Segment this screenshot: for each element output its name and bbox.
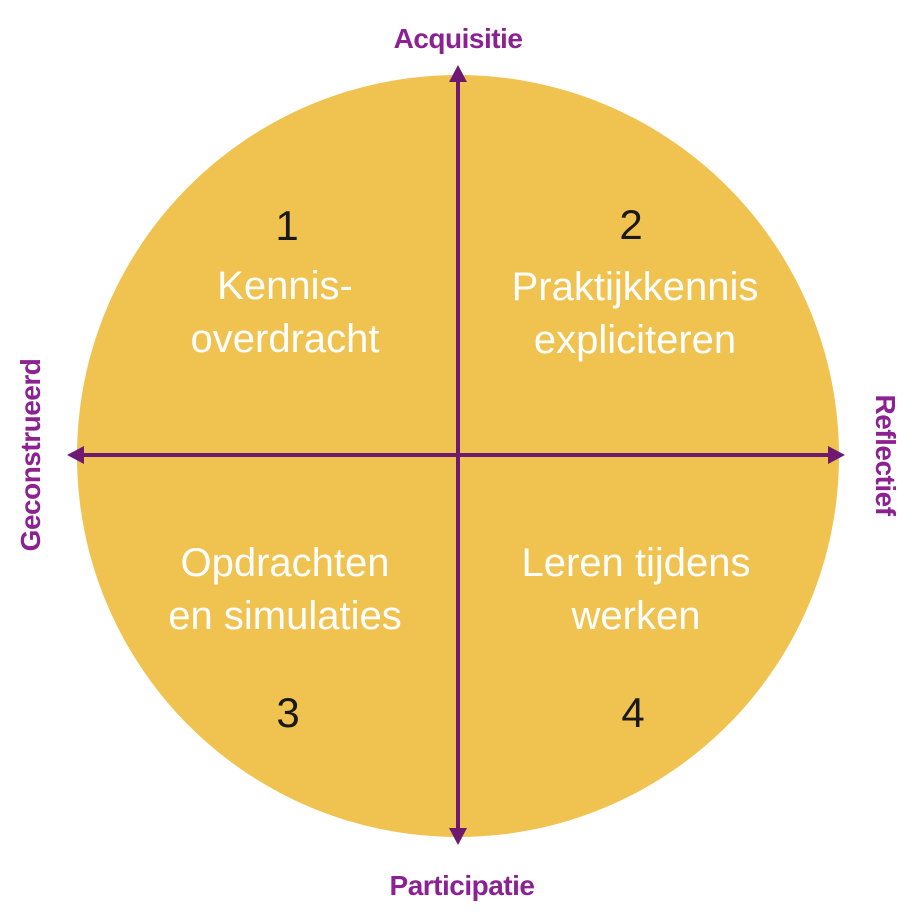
quadrant-2-title-line-2: expliciteren (533, 318, 737, 362)
axis-label-right: Reflectief (870, 394, 901, 516)
axis-label-bottom: Participatie (389, 870, 535, 901)
quadrant-2-number: 2 (619, 201, 643, 248)
arrow-up-icon (449, 65, 467, 82)
quadrant-3-title-line-2: en simulaties (168, 594, 402, 638)
quadrant-1-title: Kennis- overdracht (191, 260, 380, 366)
quadrant-4-title-line-1: Leren tijdens (521, 541, 751, 585)
arrow-right-icon (828, 446, 845, 464)
quadrant-2-title: Praktijkkennis expliciteren (512, 261, 759, 367)
horizontal-axis-line (72, 453, 841, 457)
quadrant-1-title-line-2: overdracht (190, 317, 380, 361)
quadrant-2-title-line-1: Praktijkkennis (511, 265, 759, 309)
arrow-down-icon (449, 828, 467, 845)
quadrant-4-number: 4 (621, 689, 645, 736)
axis-label-left: Geconstrueerd (15, 358, 46, 552)
quadrant-3-number: 3 (276, 689, 300, 736)
axis-label-top: Acquisitie (393, 23, 523, 54)
quadrant-1-number: 1 (275, 202, 299, 249)
quadrant-4-title-line-2: werken (571, 594, 701, 638)
quadrant-4-title: Leren tijdens werken (521, 537, 750, 643)
quadrant-3-title: Opdrachten en simulaties (168, 537, 401, 643)
arrow-left-icon (67, 446, 84, 464)
quadrant-1-title-line-1: Kennis- (217, 264, 353, 308)
quadrant-3-title-line-1: Opdrachten (180, 541, 390, 585)
